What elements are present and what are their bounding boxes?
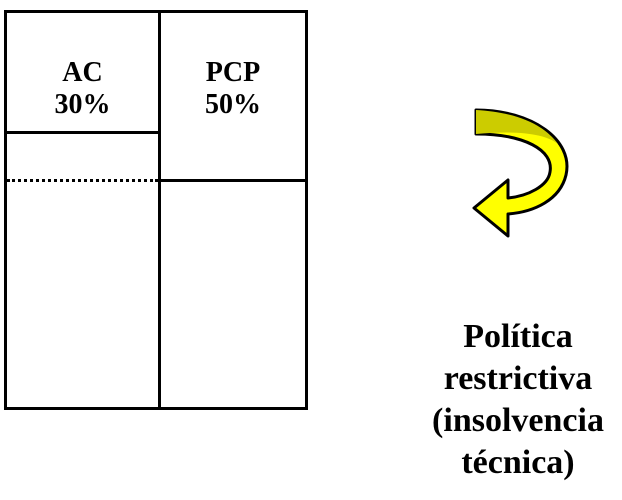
pcp-value: 50%: [205, 89, 261, 120]
caption-line-3: (insolvencia: [432, 402, 604, 439]
caption-line-1: Política: [463, 318, 573, 355]
curved-arrow-icon: [472, 108, 569, 238]
caption-line-4: técnica): [461, 444, 575, 481]
ac-cell: AC 30%: [7, 57, 158, 121]
caption-line-2: restrictiva: [443, 360, 593, 397]
dotted-boundary-line: [7, 179, 158, 182]
balance-sheet-diagram: AC 30% PCP 50%: [4, 10, 308, 410]
pcp-cell: PCP 50%: [161, 57, 305, 121]
caption: Política restrictiva (insolvencia técnic…: [418, 316, 618, 484]
ac-value: 30%: [54, 89, 111, 120]
vertical-divider: [158, 13, 161, 407]
ac-label: AC: [62, 57, 103, 88]
ac-boundary-line: [7, 131, 158, 134]
pcp-boundary-line: [161, 179, 305, 182]
pcp-label: PCP: [205, 57, 261, 88]
